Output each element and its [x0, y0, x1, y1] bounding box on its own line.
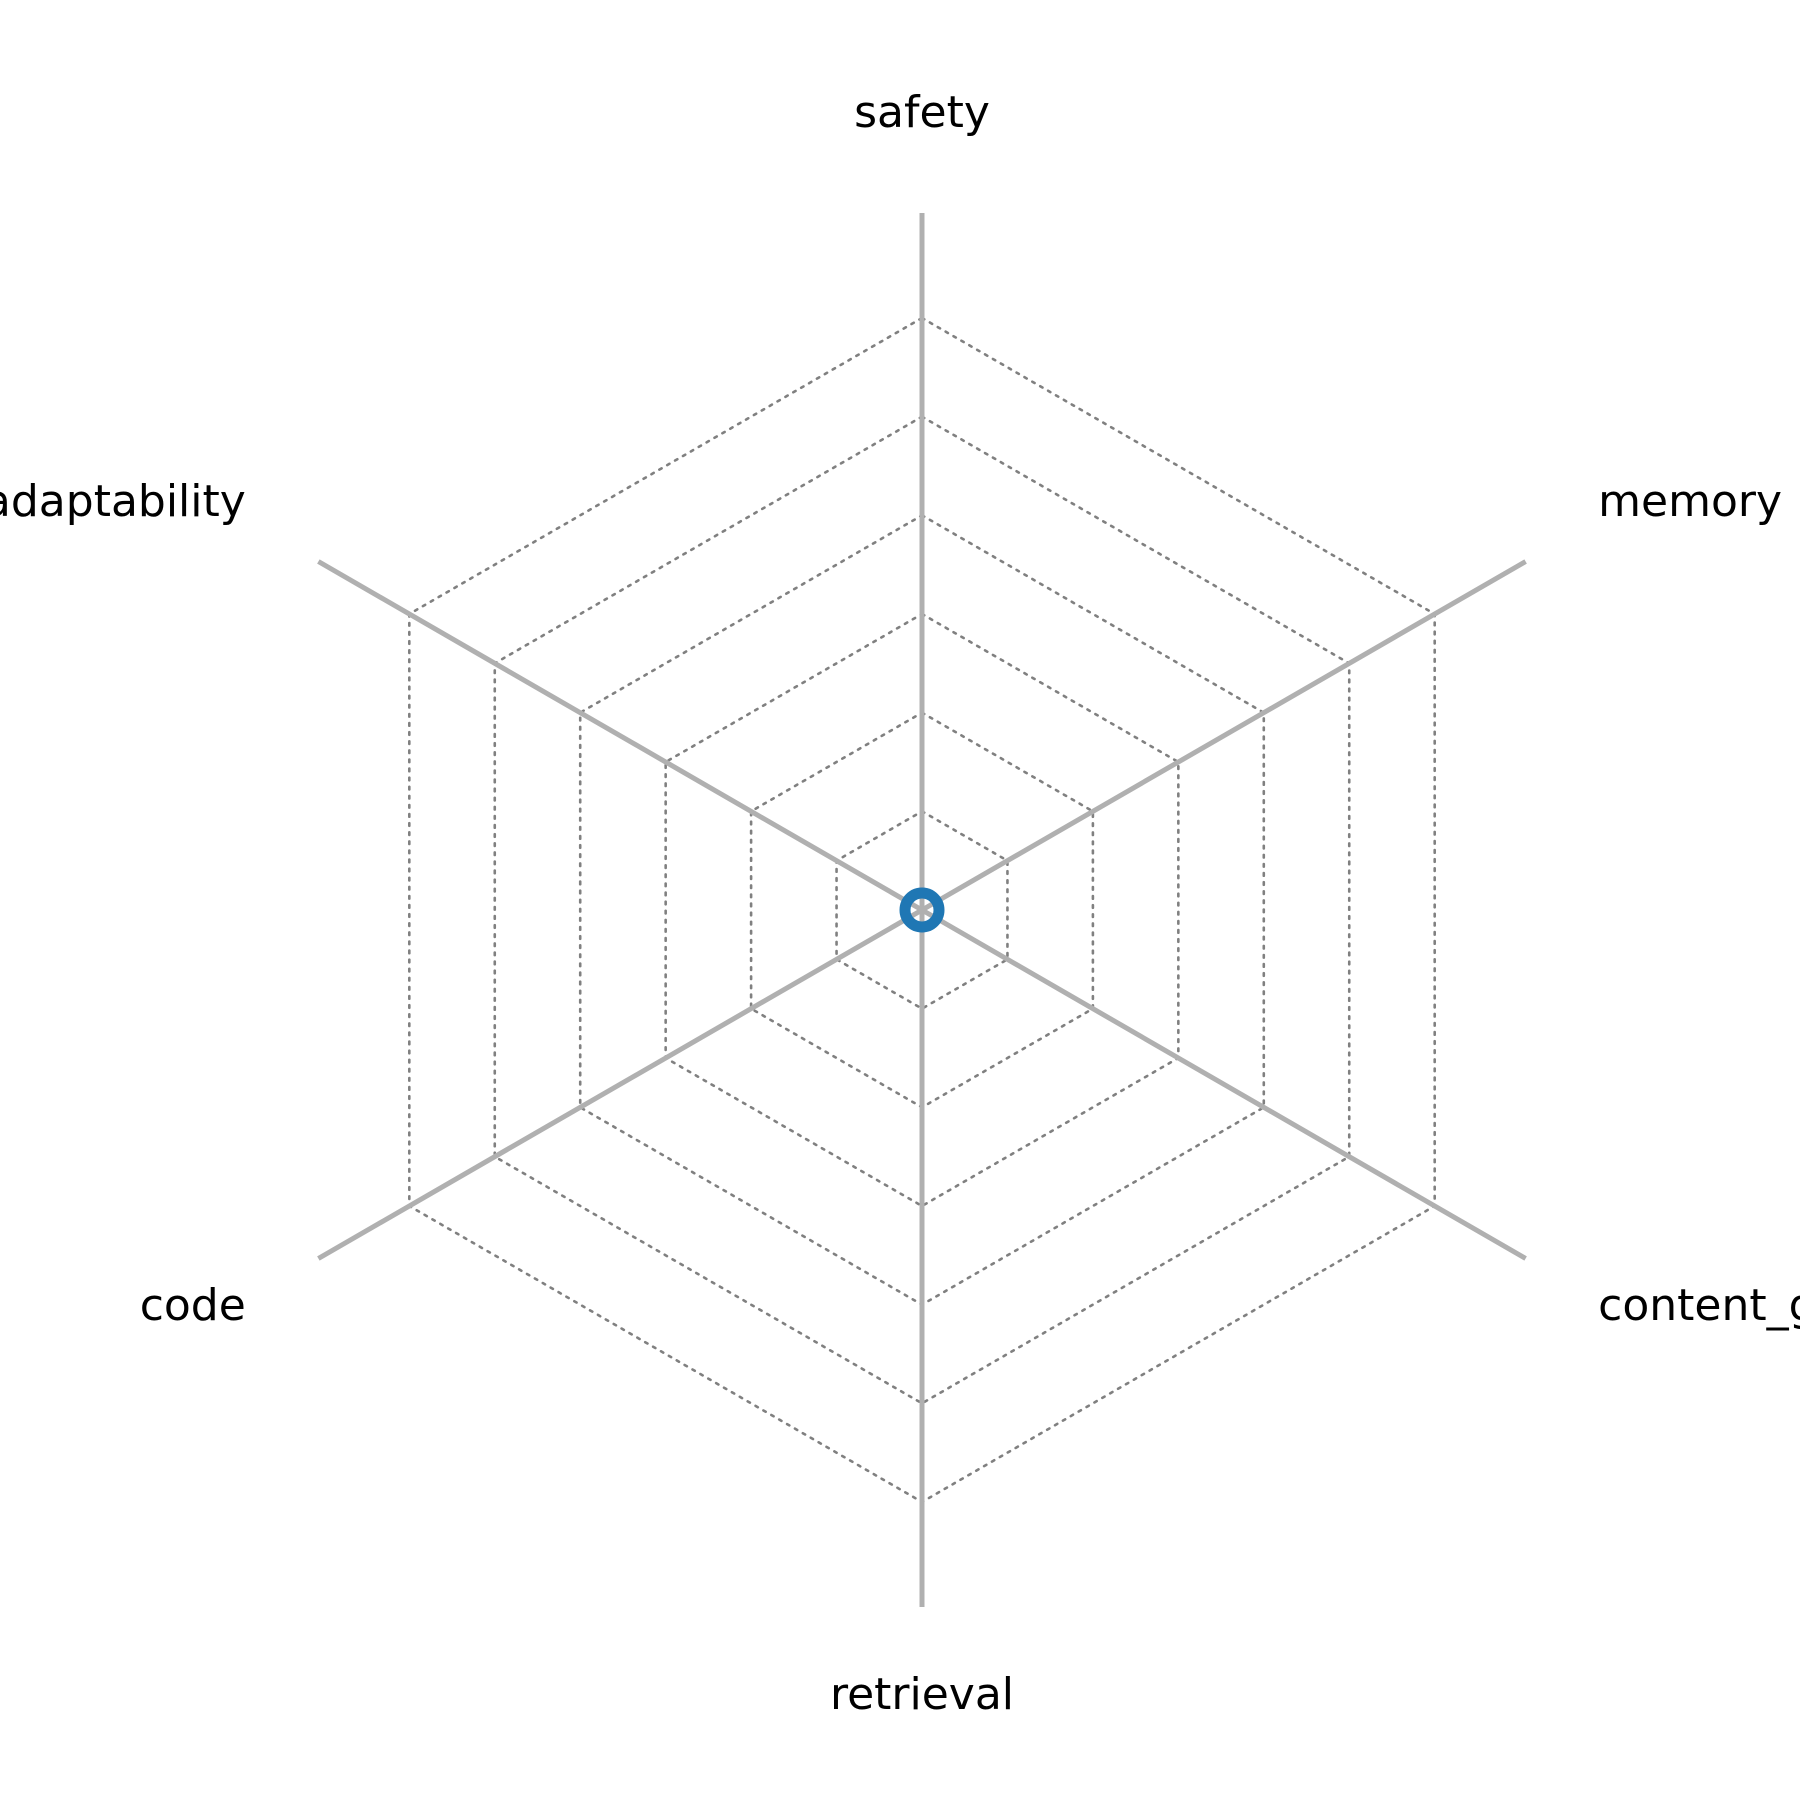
axis-spoke-adaptability	[317, 559, 924, 913]
axis-label-content-gen: content_gen	[1598, 1280, 1800, 1331]
axis-spoke-memory	[920, 559, 1527, 913]
data-series-layer	[899, 887, 945, 933]
axis-spoke-content-gen	[920, 907, 1527, 1261]
axis-label-safety: safety	[854, 87, 990, 138]
axis-spokes	[317, 213, 1527, 1607]
axis-label-retrieval: retrieval	[829, 1669, 1015, 1720]
series-marker	[899, 887, 945, 933]
axis-spoke-code	[317, 907, 924, 1261]
axis-label-adaptability: adaptability	[0, 476, 246, 527]
axis-label-code: code	[139, 1280, 246, 1331]
axis-label-memory: memory	[1598, 476, 1783, 527]
